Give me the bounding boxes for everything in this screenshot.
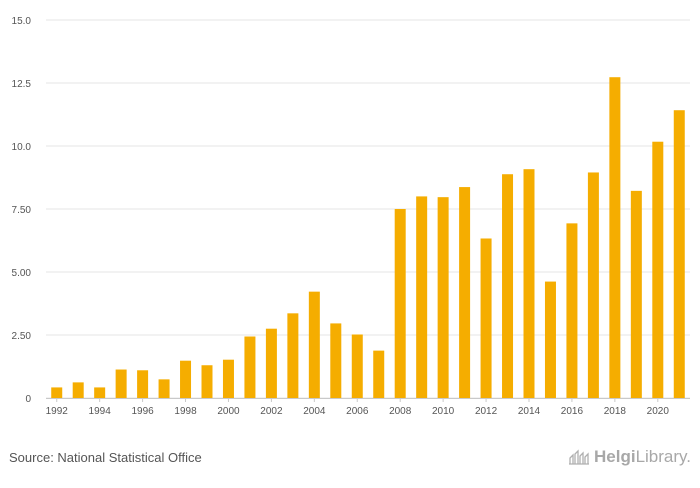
y-tick-label: 0 — [25, 394, 31, 405]
bar — [330, 323, 342, 398]
y-tick-label: 7.50 — [12, 205, 32, 216]
x-tick-label: 1996 — [131, 406, 154, 417]
x-tick-label: 2012 — [475, 406, 498, 417]
bar — [51, 387, 63, 398]
brand-logo: HelgiLibrary. — [568, 447, 691, 467]
bar — [459, 187, 471, 398]
x-tick-label: 2002 — [260, 406, 283, 417]
brand-name-dot: . — [686, 447, 691, 466]
bar — [544, 281, 556, 398]
bar — [265, 328, 277, 398]
y-tick-label: 5.00 — [12, 268, 32, 279]
bar — [180, 360, 192, 398]
bar — [201, 365, 213, 398]
x-tick-label: 1998 — [174, 406, 197, 417]
bar — [609, 77, 621, 398]
bar — [480, 238, 492, 398]
bar — [94, 387, 106, 398]
bar — [502, 174, 514, 398]
x-tick-label: 2018 — [604, 406, 627, 417]
x-tick-label: 2016 — [561, 406, 584, 417]
bar — [652, 141, 664, 398]
bar — [394, 209, 406, 398]
bar — [587, 172, 599, 398]
brand-name: HelgiLibrary. — [594, 447, 691, 467]
y-tick-label: 2.50 — [12, 331, 32, 342]
bar — [416, 196, 428, 398]
y-tick-label: 12.5 — [12, 79, 32, 90]
brand-name-bold: Helgi — [594, 447, 636, 466]
x-tick-label: 2004 — [303, 406, 326, 417]
bar — [673, 110, 685, 398]
brand-name-regular: Library — [635, 447, 687, 466]
x-tick-label: 2008 — [389, 406, 412, 417]
x-tick-label: 2006 — [346, 406, 369, 417]
bar — [287, 313, 299, 398]
bar — [308, 291, 320, 398]
bar — [222, 359, 234, 398]
y-tick-label: 15.0 — [12, 16, 32, 27]
x-tick-label: 2000 — [217, 406, 240, 417]
bar — [158, 379, 170, 398]
x-tick-label: 1992 — [46, 406, 69, 417]
bar — [373, 350, 385, 398]
bar — [630, 190, 642, 398]
bar — [523, 169, 535, 398]
bar — [115, 369, 127, 398]
bar — [351, 334, 363, 398]
source-note: Source: National Statistical Office — [9, 450, 202, 465]
x-tick-label: 2010 — [432, 406, 455, 417]
bar — [137, 370, 149, 398]
bar — [244, 336, 256, 398]
x-tick-label: 1994 — [89, 406, 112, 417]
x-tick-label: 2020 — [647, 406, 670, 417]
building-icon — [569, 449, 589, 465]
bar — [72, 382, 84, 398]
y-tick-label: 10.0 — [12, 142, 32, 153]
bar — [437, 197, 449, 398]
bar — [566, 223, 578, 398]
x-tick-label: 2014 — [518, 406, 541, 417]
